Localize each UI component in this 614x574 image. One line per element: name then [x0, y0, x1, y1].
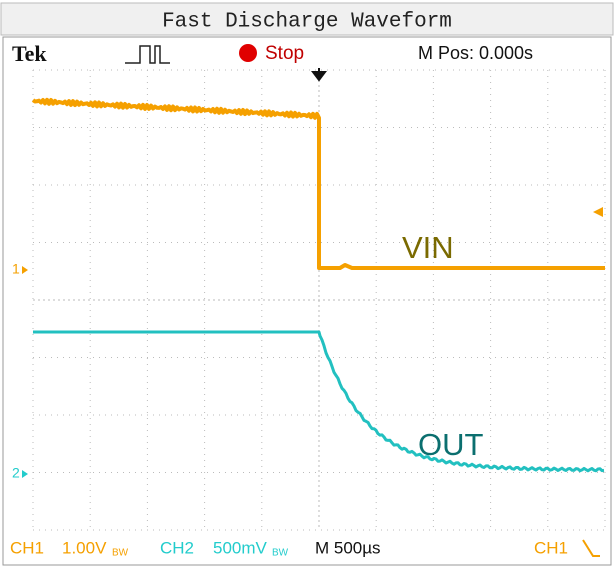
ch2-marker: 2 — [12, 465, 20, 481]
run-status: Stop — [265, 43, 304, 64]
timebase: M 500µs — [315, 538, 381, 557]
out-label: OUT — [418, 427, 484, 462]
ch2-scale: 500mV — [213, 538, 268, 557]
position: M Pos: 0.000s — [418, 43, 533, 63]
ch1-bandwidth: BW — [112, 548, 129, 559]
title: Fast Discharge Waveform — [162, 11, 452, 34]
brand: Tek — [12, 41, 47, 66]
ch1-scale: 1.00V — [62, 538, 107, 557]
ch1-label: CH1 — [10, 538, 44, 557]
trigger-source: CH1 — [534, 538, 568, 557]
ch1-marker: 1 — [12, 261, 20, 277]
plot-area — [10, 70, 607, 532]
ch2-bandwidth: BW — [272, 548, 289, 559]
screenshot: Fast Discharge Waveform Tek Stop M Pos: … — [0, 0, 614, 569]
ch2-label: CH2 — [160, 538, 194, 557]
plot-background — [10, 70, 607, 532]
vin-label: VIN — [402, 230, 454, 265]
stop-indicator — [239, 44, 257, 62]
